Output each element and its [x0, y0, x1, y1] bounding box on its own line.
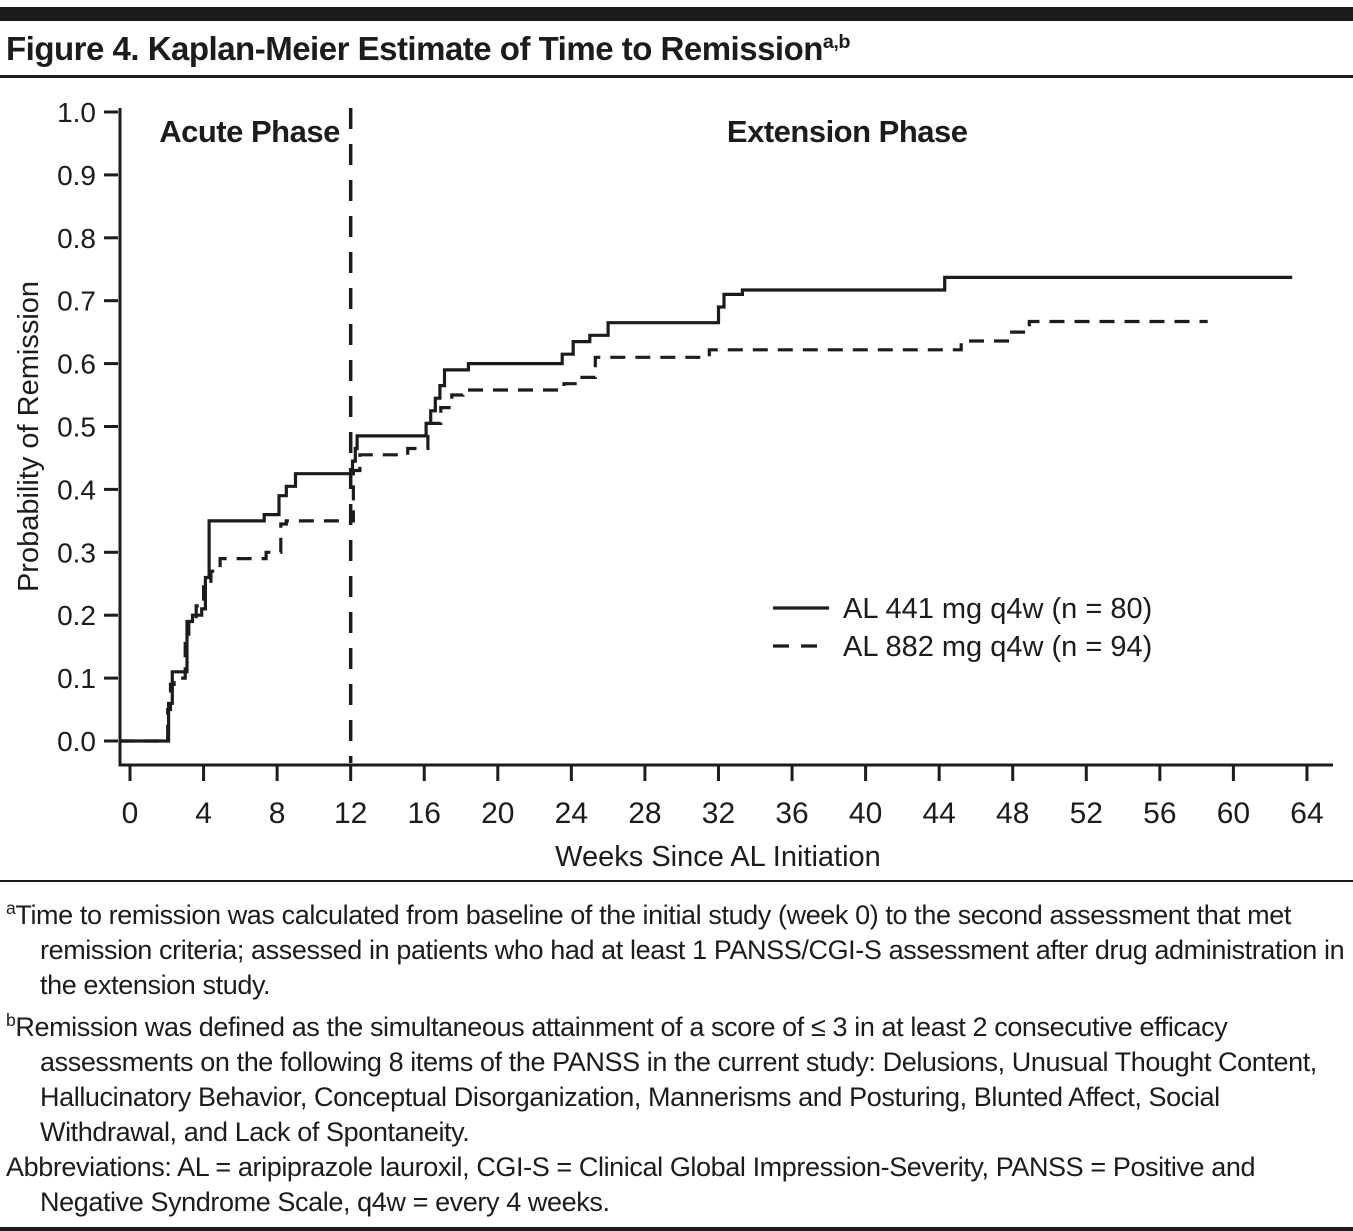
phase-label-acute: Acute Phase [159, 114, 340, 149]
x-tick-label: 32 [702, 797, 735, 830]
x-axis-label: Weeks Since AL Initiation [555, 841, 881, 873]
x-tick-label: 28 [628, 797, 661, 830]
title-divider-rule [0, 75, 1353, 78]
x-tick-label: 20 [481, 797, 514, 830]
y-tick-label: 0.5 [57, 412, 96, 443]
x-tick-label: 12 [334, 797, 367, 830]
y-tick-label: 0.4 [57, 474, 96, 505]
footnote-marker: a [6, 898, 16, 918]
figure-title-superscript: a,b [822, 31, 851, 53]
footnote-marker: b [6, 1010, 16, 1030]
y-axis-label: Probability of Remission [13, 281, 45, 592]
x-tick-label: 8 [269, 797, 286, 830]
figure-title-text: Figure 4. Kaplan-Meier Estimate of Time … [6, 30, 823, 67]
x-tick-label: 44 [922, 797, 955, 830]
x-tick-label: 4 [195, 797, 212, 830]
footnote: Abbreviations: AL = aripiprazole lauroxi… [6, 1152, 1256, 1217]
footnotes-section: aTime to remission was calculated from b… [0, 891, 1353, 1220]
phase-label-extension: Extension Phase [727, 114, 968, 149]
y-tick-label: 0.0 [57, 726, 96, 757]
y-tick-label: 0.2 [57, 600, 96, 631]
top-rule-bar [0, 7, 1353, 21]
legend-label: AL 882 mg q4w (n = 94) [843, 631, 1152, 663]
y-tick-label: 0.3 [57, 537, 96, 568]
x-tick-label: 64 [1290, 797, 1323, 830]
y-tick-label: 1.0 [57, 97, 96, 128]
footnote: aTime to remission was calculated from b… [6, 898, 1345, 1000]
footnote: bRemission was defined as the simultaneo… [6, 1010, 1317, 1147]
series-line-dashed [119, 319, 1208, 743]
x-tick-label: 56 [1143, 797, 1176, 830]
x-tick-label: 48 [996, 797, 1029, 830]
x-tick-label: 40 [849, 797, 882, 830]
y-tick-label: 0.1 [57, 663, 96, 694]
chart-footnote-divider-rule [0, 880, 1353, 882]
bottom-rule-bar [0, 1227, 1353, 1231]
y-tick-label: 0.9 [57, 160, 96, 191]
x-tick-label: 24 [555, 797, 588, 830]
x-tick-label: 52 [1070, 797, 1103, 830]
km-chart: 0.00.10.20.30.40.50.60.70.80.91.00 4 8 12 16… [13, 97, 1333, 873]
legend-label: AL 441 mg q4w (n = 80) [843, 593, 1152, 625]
figure-title: Figure 4. Kaplan-Meier Estimate of Time … [6, 30, 1353, 68]
y-tick-label: 0.7 [57, 286, 96, 317]
series-line-solid [119, 275, 1293, 743]
x-tick-label: 16 [408, 797, 441, 830]
x-tick-label: 0 [122, 797, 139, 830]
y-tick-label: 0.6 [57, 349, 96, 380]
x-tick-label: 36 [775, 797, 808, 830]
x-tick-label: 60 [1217, 797, 1250, 830]
y-tick-label: 0.8 [57, 223, 96, 254]
